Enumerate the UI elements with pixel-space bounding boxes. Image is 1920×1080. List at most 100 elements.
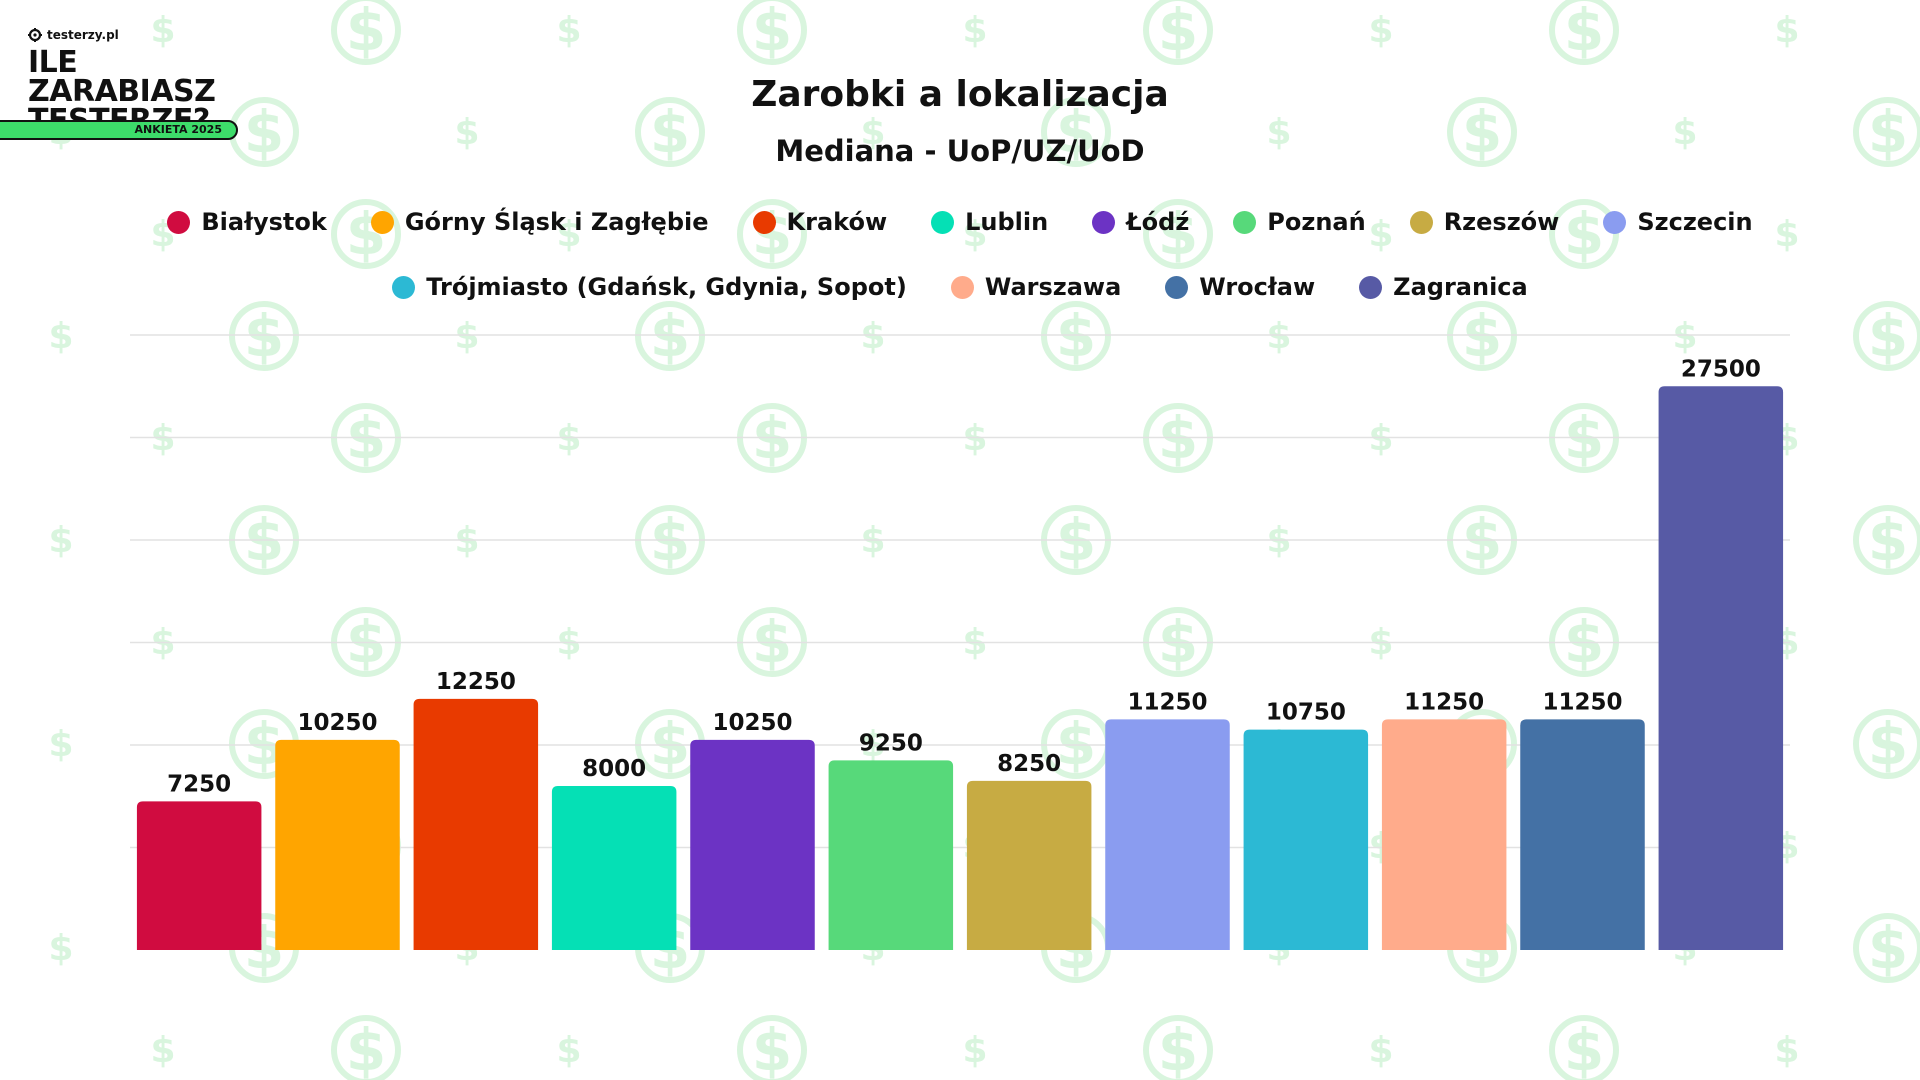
dollar-icon: $: [1672, 316, 1697, 357]
dollar-icon: $: [229, 97, 299, 167]
survey-badge: ANKIETA 2025: [0, 120, 238, 140]
svg-text:$: $: [962, 1030, 987, 1071]
dollar-icon: $: [962, 10, 987, 51]
dollar-icon: $: [150, 1030, 175, 1071]
dollar-icon: $: [1774, 1030, 1799, 1071]
dollar-icon: $: [1041, 301, 1111, 371]
svg-text:$: $: [962, 418, 987, 459]
svg-text:$: $: [556, 418, 581, 459]
legend-label: Kraków: [786, 208, 888, 236]
legend-item: Rzeszów: [1409, 208, 1559, 236]
dollar-icon: $: [556, 10, 581, 51]
svg-text:$: $: [48, 316, 73, 357]
bar: [1243, 729, 1369, 950]
bar-value-label: 8250: [997, 751, 1061, 777]
svg-text:$: $: [962, 10, 987, 51]
svg-text:$: $: [1774, 1030, 1799, 1071]
svg-text:$: $: [1672, 112, 1697, 153]
svg-text:$: $: [752, 1016, 792, 1080]
bar: [1105, 719, 1230, 950]
dollar-icon: $: [860, 316, 885, 357]
bar-value-label: 8000: [582, 756, 646, 782]
svg-text:$: $: [1158, 0, 1198, 64]
svg-text:$: $: [346, 1016, 386, 1080]
dollar-icon: $: [556, 1030, 581, 1071]
chart-legend-row-2: Trójmiasto (Gdańsk, Gdynia, Sopot) Warsza…: [0, 273, 1920, 301]
legend-swatch: [1409, 210, 1433, 234]
dollar-icon: $: [556, 214, 581, 255]
dollar-icon: $: [1853, 301, 1920, 371]
svg-text:$: $: [1462, 98, 1502, 166]
logo-site-row: testerzy.pl: [28, 28, 228, 42]
dollar-icon: $: [1853, 97, 1920, 167]
dollar-icon: $: [229, 301, 299, 371]
dollar-icon: $: [48, 928, 73, 969]
dollar-icon: $: [1774, 214, 1799, 255]
bar-value-label: 11250: [1404, 689, 1484, 715]
legend-label: Szczecin: [1637, 208, 1753, 236]
legend-item: Wrocław: [1165, 273, 1315, 301]
chart-subtitle: Mediana - UoP/UZ/UoD: [775, 134, 1145, 168]
legend-swatch: [370, 210, 394, 234]
svg-text:$: $: [1564, 200, 1604, 268]
legend-label: Lublin: [965, 208, 1049, 236]
svg-text:$: $: [1368, 214, 1393, 255]
dollar-icon: $: [1549, 1015, 1619, 1080]
svg-text:$: $: [48, 928, 73, 969]
svg-text:$: $: [1868, 98, 1908, 166]
dollar-icon: $: [1368, 214, 1393, 255]
svg-text:$: $: [454, 316, 479, 357]
bar-value-label: 11250: [1542, 689, 1622, 715]
dollar-icon: $: [556, 418, 581, 459]
legend-item: Poznań: [1233, 208, 1366, 236]
bar-value-label: 10750: [1266, 700, 1346, 726]
legend-swatch: [950, 275, 974, 299]
dollar-icon: $: [48, 316, 73, 357]
legend-swatch: [931, 210, 955, 234]
dollar-icon: $: [1672, 112, 1697, 153]
bar-value-label: 10250: [297, 710, 377, 736]
svg-text:$: $: [244, 302, 284, 370]
dollar-icon: $: [860, 112, 885, 153]
svg-text:$: $: [1368, 418, 1393, 459]
dollar-icon: $: [962, 1030, 987, 1071]
dollar-icon: $: [1368, 1030, 1393, 1071]
svg-text:$: $: [1158, 200, 1198, 268]
legend-item: Warszawa: [950, 273, 1122, 301]
legend-swatch: [167, 210, 191, 234]
dollar-icon: $: [1143, 1015, 1213, 1080]
bar: [1658, 386, 1784, 950]
legend-item: Szczecin: [1603, 208, 1753, 236]
svg-text:$: $: [860, 316, 885, 357]
dollar-icon: $: [1266, 316, 1291, 357]
legend-item: Trójmiasto (Gdańsk, Gdynia, Sopot): [392, 273, 907, 301]
svg-text:$: $: [962, 214, 987, 255]
svg-text:$: $: [1056, 710, 1096, 778]
dollar-icon: $: [1853, 709, 1920, 779]
bar-value-label: 11250: [1127, 689, 1207, 715]
dollar-icon: $: [1853, 913, 1920, 983]
svg-text:$: $: [1266, 112, 1291, 153]
svg-text:$: $: [244, 98, 284, 166]
bar: [275, 739, 400, 950]
bar: [966, 780, 1092, 950]
bar-value-label: 27500: [1681, 356, 1761, 382]
dollar-icon: $: [1368, 10, 1393, 51]
dollar-icon: $: [962, 214, 987, 255]
chart-legend-row-1: Białystok Górny Śląsk i Zagłębie Kraków Lub…: [0, 208, 1920, 236]
legend-label: Warszawa: [984, 273, 1122, 301]
legend-swatch: [392, 275, 416, 299]
svg-text:$: $: [1868, 710, 1908, 778]
bar: [551, 786, 677, 950]
svg-text:$: $: [48, 520, 73, 561]
svg-text:$: $: [860, 112, 885, 153]
legend-label: Zagranica: [1393, 273, 1528, 301]
legend-label: Górny Śląsk i Zagłębie: [404, 208, 709, 236]
legend-swatch: [1603, 210, 1627, 234]
dollar-icon: $: [1266, 112, 1291, 153]
svg-text:$: $: [454, 112, 479, 153]
svg-text:$: $: [752, 0, 792, 64]
legend-item: Zagranica: [1359, 273, 1528, 301]
svg-text:$: $: [1266, 316, 1291, 357]
svg-text:$: $: [48, 724, 73, 765]
